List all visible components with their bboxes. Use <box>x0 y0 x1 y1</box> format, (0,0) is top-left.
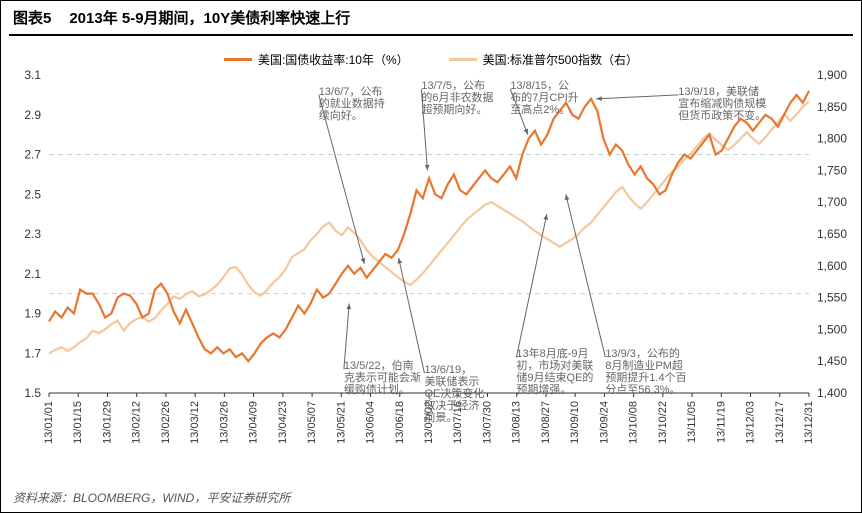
y-right-tick: 1,750 <box>817 163 847 177</box>
x-tick-label: 13/03/12 <box>189 401 201 444</box>
annotation-text: 13/8/15，公 <box>510 80 569 92</box>
x-tick-label: 13/10/08 <box>628 401 640 444</box>
annotation-text: 分点至56.3%。 <box>605 383 680 396</box>
annotation-text: 续向好。 <box>319 108 363 122</box>
y-right-tick: 1,450 <box>817 354 847 368</box>
annotation-text: 储9月结束QE的 <box>516 370 593 384</box>
x-tick-label: 13/06/04 <box>365 401 377 444</box>
title-prefix: 图表5 <box>13 7 51 28</box>
y-left-tick: 1.5 <box>24 386 41 400</box>
x-tick-label: 13/01/15 <box>72 401 84 444</box>
y-right-tick: 1,500 <box>817 322 847 336</box>
source-footer: 资料来源：BLOOMBERG，WIND，平安证券研究所 <box>13 489 290 506</box>
x-tick-label: 13/09/10 <box>569 401 581 444</box>
y-right-tick: 1,600 <box>817 259 847 273</box>
x-tick-label: 13/03/26 <box>218 401 230 444</box>
x-tick-label: 13/04/09 <box>248 401 260 444</box>
legend-swatch-2 <box>449 58 477 61</box>
annotation-arrow <box>566 194 606 357</box>
annotation-text: 缓购债计划。 <box>344 382 410 396</box>
y-right-tick: 1,650 <box>817 227 847 241</box>
x-tick-label: 13/05/07 <box>306 401 318 444</box>
annotation-text: 超预期向好。 <box>421 102 487 116</box>
x-tick-label: 13/11/19 <box>715 401 727 443</box>
annotation-text: 取决于经济 <box>424 398 479 412</box>
x-tick-label: 13/12/17 <box>774 401 786 444</box>
y-left-tick: 2.5 <box>24 187 41 201</box>
annotation-text: 预期增强。 <box>516 382 571 396</box>
x-tick-label: 13/02/26 <box>160 401 172 444</box>
annotation-text: 至高点2%。 <box>510 102 570 116</box>
y-left-tick: 2.9 <box>24 108 41 122</box>
annotation-text: 13/9/18，美联储 <box>678 84 759 98</box>
annotation-text: 布的7月CPI升 <box>510 90 578 104</box>
x-tick-label: 13/12/31 <box>803 401 815 444</box>
annotation-text: 13/9/3，公布的 <box>605 346 680 360</box>
legend-label-2: 美国:标准普尔500指数（右） <box>483 51 638 68</box>
annotation-text: 宣布缩减购债规模 <box>678 96 766 110</box>
legend: 美国:国债收益率:10年（%） 美国:标准普尔500指数（右） <box>1 51 861 68</box>
title-main: 2013年 5-9月期间，10Y美债利率快速上行 <box>69 7 350 28</box>
legend-label-1: 美国:国债收益率:10年（%） <box>258 51 409 68</box>
x-tick-label: 13/08/13 <box>511 401 523 444</box>
y-right-tick: 1,800 <box>817 132 847 146</box>
annotation-text: 的就业数据持 <box>319 96 385 110</box>
x-tick-label: 13/07/30 <box>481 401 493 444</box>
x-tick-label: 13/10/22 <box>657 401 669 444</box>
y-left-tick: 2.1 <box>24 267 41 281</box>
y-right-tick: 1,900 <box>817 68 847 82</box>
chart-area: 1.51.71.92.12.32.52.72.93.11,4001,4501,5… <box>49 75 809 453</box>
x-tick-label: 13/06/18 <box>394 401 406 444</box>
annotation-text: 的6月非农数据 <box>421 90 493 104</box>
y-left-tick: 1.9 <box>24 307 41 321</box>
chart-container: 图表5 2013年 5-9月期间，10Y美债利率快速上行 美国:国债收益率:10… <box>0 0 862 513</box>
legend-item-series1: 美国:国债收益率:10年（%） <box>224 51 409 68</box>
annotation-text: 但货币政策不变。 <box>678 108 766 122</box>
legend-item-series2: 美国:标准普尔500指数（右） <box>449 51 638 68</box>
annotation-text: 8月制造业PM超 <box>605 358 683 372</box>
annotation-text: 前景。 <box>424 410 457 424</box>
x-tick-label: 13/02/12 <box>131 401 143 444</box>
annotation-arrow <box>516 214 546 357</box>
x-tick-label: 13/01/01 <box>43 401 55 444</box>
y-left-tick: 1.7 <box>24 346 41 360</box>
y-left-tick: 2.7 <box>24 148 41 162</box>
y-right-tick: 1,700 <box>817 195 847 209</box>
annotation-text: 13年8月底-9月 <box>516 346 588 360</box>
annotation-text: 13/5/22，伯南 <box>344 358 414 372</box>
y-right-tick: 1,400 <box>817 386 847 400</box>
annotation-text: 预期提升1.4个百 <box>605 371 686 384</box>
annotation-text: 初，市场对美联 <box>516 358 593 372</box>
title-divider <box>9 34 853 36</box>
x-tick-label: 13/08/27 <box>540 401 552 444</box>
annotation-text: QE决策变化 <box>424 386 484 400</box>
x-tick-label: 13/11/05 <box>686 401 698 443</box>
chart-svg: 1.51.71.92.12.32.52.72.93.11,4001,4501,5… <box>49 75 809 453</box>
x-tick-label: 13/12/03 <box>745 401 757 444</box>
x-tick-label: 13/04/23 <box>277 401 289 444</box>
annotation-arrow <box>596 95 678 99</box>
y-right-tick: 1,550 <box>817 291 847 305</box>
annotation-text: 13/7/5，公布 <box>421 79 485 92</box>
annotation-text: 克表示可能会渐 <box>344 370 421 384</box>
y-left-tick: 3.1 <box>24 68 41 82</box>
annotation-text: 美联储表示 <box>424 374 479 388</box>
x-tick-label: 13/01/29 <box>101 401 113 444</box>
series-10y-yield <box>49 91 809 361</box>
x-tick-label: 13/05/21 <box>335 401 347 444</box>
x-tick-label: 13/09/24 <box>598 401 610 444</box>
annotation-text: 13/6/7，公布 <box>319 85 383 98</box>
legend-swatch-1 <box>224 58 252 61</box>
y-right-tick: 1,850 <box>817 100 847 114</box>
annotation-text: 13/6/19， <box>424 364 472 376</box>
chart-title: 图表5 2013年 5-9月期间，10Y美债利率快速上行 <box>1 1 861 34</box>
y-left-tick: 2.3 <box>24 227 41 241</box>
series-sp500 <box>49 102 809 354</box>
